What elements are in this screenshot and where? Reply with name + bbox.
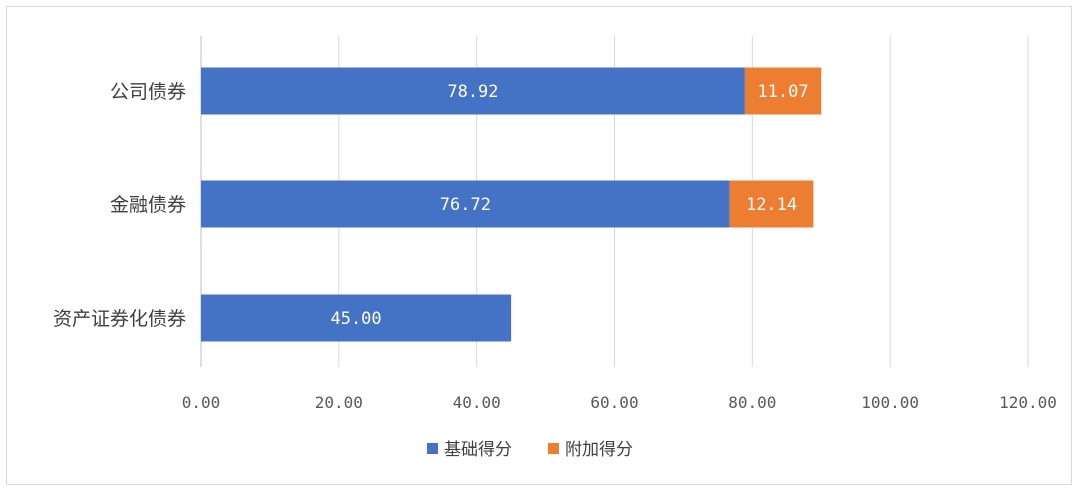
category-label: 金融债券: [110, 194, 186, 216]
category-label: 资产证券化债券: [53, 308, 186, 330]
bar-segment: [201, 294, 512, 342]
category-label: 公司债券: [110, 81, 186, 103]
x-tick-labels: 0.00 20.00 40.00 60.00 80.00 100.00 120.00: [182, 393, 1057, 412]
legend-swatch: [427, 443, 438, 454]
bar-segment: [201, 180, 730, 228]
data-label: 12.14: [746, 195, 797, 215]
x-tick-label: 60.00: [590, 393, 638, 412]
legend: 基础得分 附加得分: [427, 440, 633, 460]
data-label: 45.00: [330, 309, 381, 329]
bar-segment: [744, 67, 822, 115]
x-tick-label: 100.00: [861, 393, 919, 412]
data-label: 11.07: [757, 82, 808, 102]
x-tick-label: 20.00: [315, 393, 363, 412]
x-tick-label: 0.00: [182, 393, 221, 412]
data-label: 76.72: [440, 195, 491, 215]
x-tick-label: 40.00: [453, 393, 501, 412]
legend-swatch: [548, 443, 559, 454]
bars: 78.92 11.07 76.72 12.14 45.00: [201, 67, 822, 342]
data-label: 78.92: [447, 82, 498, 102]
legend-label: 基础得分: [444, 440, 512, 460]
bar-segment: [729, 180, 814, 228]
x-tick-label: 120.00: [999, 393, 1057, 412]
bar-segment: [201, 67, 745, 115]
x-tick-label: 80.00: [728, 393, 776, 412]
legend-label: 附加得分: [565, 440, 633, 460]
